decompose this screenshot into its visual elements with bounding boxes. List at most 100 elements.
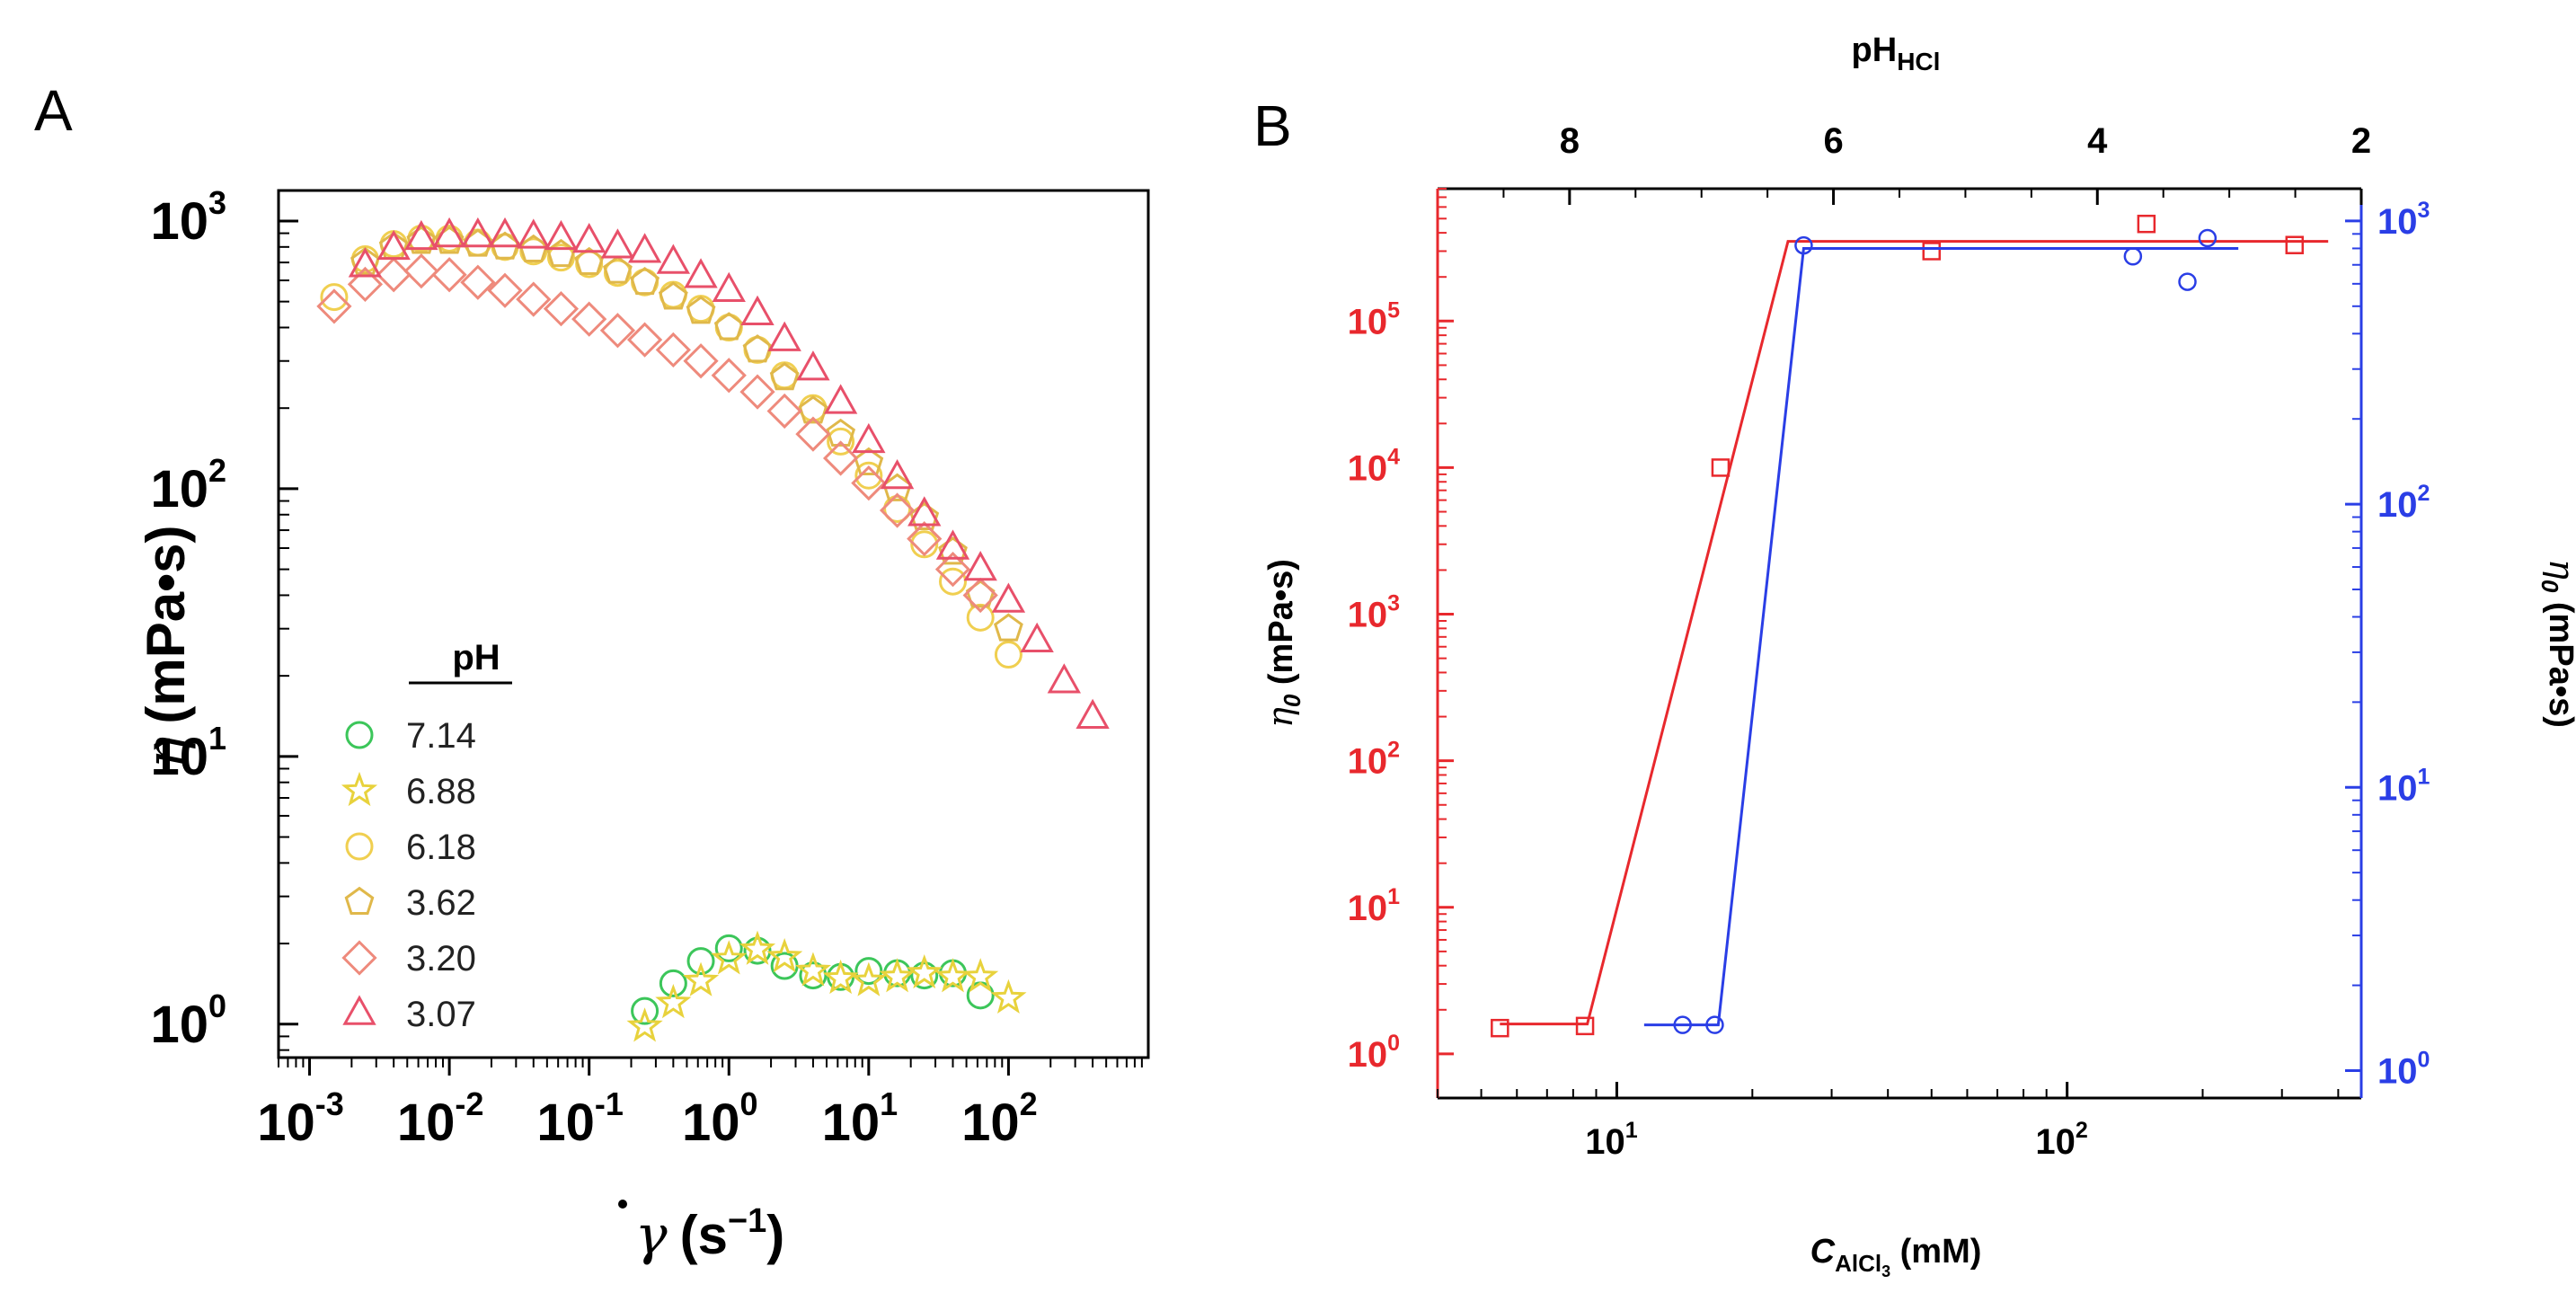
panel-a-point [966,603,995,632]
panel-b-point [2285,235,2305,254]
panel-a-point [854,447,884,475]
panel-a-point [739,374,775,410]
panel-b-right-tick-label: 101 [2377,764,2430,808]
panel-b-point [1673,1015,1692,1034]
panel-b-left-tick-label: 102 [1348,738,1400,782]
panel-a-gamma-dot [618,1200,627,1209]
panel-a-point [740,295,775,325]
panel-b-point [2123,247,2143,266]
panel-a-point [684,258,718,288]
panel-b-right-tick-label-base: 10 [2377,202,2418,242]
panel-a-point [516,281,552,317]
panel-a-x-tick-label-base: 10 [961,1094,1020,1152]
panel-a-series-3.20 [316,253,998,614]
panel-a-point [739,930,776,965]
panel-a-point [769,361,800,391]
panel-a-legend-label: 3.62 [406,883,476,923]
panel-a-point [852,422,886,454]
panel-a-point [683,343,719,379]
panel-b-point [1711,458,1731,477]
panel-b-left-y-sub: 0 [1279,694,1306,707]
panel-a-point [658,281,688,310]
panel-a-point [656,244,691,274]
panel-a-point [488,217,522,248]
panel-b-top-axis-base: pH [1852,31,1898,69]
panel-b-left-tick-label: 100 [1348,1031,1400,1075]
panel-b-x-tick-label: 102 [2035,1118,2087,1162]
panel-a-x-tick-label-base: 10 [397,1094,456,1152]
panel-a-point [910,961,939,990]
panel-a-point [910,530,939,559]
panel-b-left-y-unit: (mPa•s) [1262,559,1300,695]
panel-a-x-tick-label: 102 [961,1085,1038,1152]
panel-a-series-6.88 [626,930,1027,1042]
panel-b-point [1705,1015,1724,1034]
panel-a-point [434,226,465,254]
panel-a-point [546,244,575,272]
panel-b-top-axis-sub: HCl [1897,48,1940,75]
panel-a-point [431,257,467,293]
panel-a-legend-marker [341,940,377,976]
panel-a-point [571,301,607,337]
panel-b-left-tick-label-exp: 4 [1387,444,1400,469]
panel-a-point [403,253,439,289]
panel-a-legend-label: 6.18 [406,828,476,867]
panel-a-point [962,958,999,993]
panel-b-left-tick-label-base: 10 [1348,742,1388,782]
panel-a-x-axis-close: ) [766,1205,784,1265]
panel-a-point [320,283,349,312]
panel-b-left-tick-label-base: 10 [1348,1035,1388,1075]
panel-a-point [518,234,549,263]
panel-b-right-tick-label-base: 10 [2377,1051,2418,1091]
panel-b-left-tick-label-exp: 5 [1387,297,1400,323]
panel-b-left-y-axis-label: η0 (mPa•s) [1261,559,1306,728]
panel-b-right-tick-label: 103 [2377,198,2430,242]
panel-b-left-tick-label-exp: 2 [1387,738,1400,763]
panel-b-x-tick-label-base: 10 [2035,1122,2076,1162]
panel-a-legend-marker [345,832,374,861]
panel-a-x-tick-label-exp: 1 [880,1085,898,1122]
panel-a-plot-frame [277,189,1150,1059]
panel-a-y-tick-label-exp: 3 [208,184,226,221]
panel-b-x-tick-label: 101 [1585,1118,1638,1162]
panel-a-series-3.07 [348,217,1110,729]
panel-b-top-tick-label: 8 [1560,121,1580,161]
panel-a-point [631,996,659,1025]
panel-b-right-tick-label: 102 [2377,481,2430,525]
panel-a-point [659,969,687,997]
panel-a-point [655,332,691,368]
panel-b-left-tick-label-base: 10 [1348,448,1388,488]
panel-b-left-tick-label-base: 10 [1348,889,1388,928]
panel-a-point [934,551,971,588]
panel-a-label: A [34,78,73,143]
panel-a-legend-marker [345,721,374,749]
panel-b-point [2178,272,2197,291]
panel-a-point [404,219,438,251]
panel-a-point [347,266,384,303]
panel-a-y-tick-label: 102 [150,452,226,518]
panel-a-point [798,395,828,424]
panel-a-point [603,255,633,284]
panel-a-point [939,567,968,596]
panel-a-point [826,418,856,447]
panel-a-point [827,427,855,456]
panel-a-point [348,247,383,278]
panel-a-point [626,1007,663,1042]
panel-a-y-tick-label-base: 10 [150,460,208,518]
panel-b-x-axis-symbol: C [1810,1233,1836,1271]
panel-a-point [934,958,971,993]
panel-b-right-tick-label-exp: 2 [2418,481,2430,506]
panel-a-y-tick-label: 100 [150,987,226,1054]
panel-b-left-tick-label: 103 [1348,591,1400,635]
panel-b-right-tick-label-base: 10 [2377,485,2418,525]
panel-a-point [767,321,801,351]
panel-a-point [766,938,803,973]
panel-a-y-tick-label: 101 [150,720,226,786]
panel-a-point [906,953,943,989]
panel-a-point [994,613,1023,642]
